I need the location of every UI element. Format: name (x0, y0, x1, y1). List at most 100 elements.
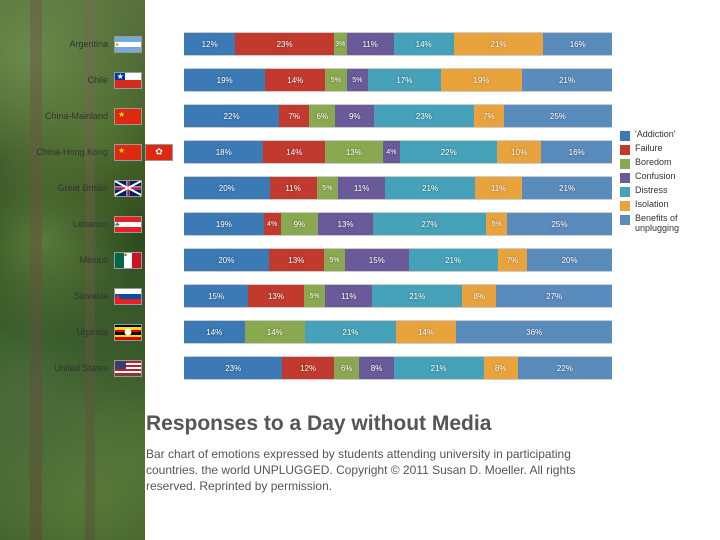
legend-item-distress: Distress (620, 186, 715, 197)
bar-segment-boredom: 9% (281, 213, 319, 235)
bar-segment-benefits: 36% (456, 321, 612, 343)
legend-label: Benefits of unplugging (635, 214, 715, 234)
flag-lb: ♣ (114, 216, 142, 233)
bar-segment-isolation: 14% (396, 321, 457, 343)
bar-segment-failure: 14% (265, 69, 325, 91)
bar-segment-addiction: 22% (184, 105, 279, 127)
bar-segment-distress: 21% (372, 285, 462, 307)
bar-segment-benefits: 16% (541, 141, 612, 163)
legend-label: Confusion (635, 172, 676, 182)
flag-mx: ● (114, 252, 142, 269)
chart-row: Argentina●12%23%3%11%14%21%16% (12, 26, 612, 62)
row-label: Chile (12, 75, 112, 85)
bar-segment-failure: 11% (270, 177, 317, 199)
bar-track: 14%14%21%14%36% (184, 320, 612, 344)
legend-swatch (620, 159, 630, 169)
flag-us (114, 360, 142, 377)
bar-segment-failure: 13% (269, 249, 324, 271)
chart-title: Responses to a Day without Media (146, 412, 646, 436)
bar-segment-distress: 21% (394, 357, 484, 379)
legend-label: 'Addiction' (635, 130, 675, 140)
row-label: United States (12, 363, 112, 373)
bar-segment-distress: 27% (373, 213, 486, 235)
bar-segment-isolation: 5% (486, 213, 507, 235)
caption-block: Responses to a Day without Media Bar cha… (146, 412, 646, 495)
bar-segment-addiction: 12% (184, 33, 235, 55)
bar-segment-confusion: 4% (383, 141, 401, 163)
bar-segment-benefits: 27% (496, 285, 612, 307)
bar-track: 23%12%6%8%21%8%22% (184, 356, 612, 380)
row-flags: ● (114, 252, 142, 269)
bar-segment-failure: 4% (264, 213, 281, 235)
bar-segment-isolation: 7% (498, 249, 528, 271)
bar-segment-confusion: 11% (338, 177, 385, 199)
bar-segment-distress: 17% (368, 69, 441, 91)
bar-segment-addiction: 15% (184, 285, 248, 307)
bar-segment-distress: 21% (409, 249, 498, 271)
row-flags: ★ (114, 72, 142, 89)
bar-track: 20%13%5%15%21%7%20% (184, 248, 612, 272)
bar-segment-addiction: 19% (184, 213, 264, 235)
bar-segment-distress: 23% (374, 105, 473, 127)
legend: 'Addiction' Failure Boredom Confusion Distre… (620, 130, 715, 237)
row-flags: ♣ (114, 216, 142, 233)
bar-segment-boredom: 5% (325, 69, 346, 91)
bar-segment-addiction: 23% (184, 357, 282, 379)
bar-segment-confusion: 5% (347, 69, 368, 91)
bar-segment-benefits: 21% (522, 69, 612, 91)
legend-label: Distress (635, 186, 668, 196)
bar-segment-benefits: 16% (543, 33, 611, 55)
bar-segment-distress: 22% (400, 141, 497, 163)
bar-segment-addiction: 19% (184, 69, 265, 91)
bar-segment-boredom: 3% (334, 33, 347, 55)
bar-segment-confusion: 13% (318, 213, 373, 235)
legend-item-isolation: Isolation (620, 200, 715, 211)
bar-segment-benefits: 22% (518, 357, 612, 379)
bar-segment-distress: 14% (394, 33, 454, 55)
bar-segment-failure: 23% (235, 33, 333, 55)
bar-segment-benefits: 25% (507, 213, 612, 235)
legend-item-confusion: Confusion (620, 172, 715, 183)
chart-row: Chile★19%14%5%5%17%19%21% (12, 62, 612, 98)
bar-segment-isolation: 8% (484, 357, 518, 379)
chart-row: Uganda14%14%21%14%36% (12, 314, 612, 350)
row-flags: ★✿ (114, 144, 173, 161)
bar-segment-addiction: 20% (184, 249, 269, 271)
bar-track: 22%7%6%9%23%7%25% (184, 104, 612, 128)
row-flags (114, 180, 142, 197)
chart-subtitle: Bar chart of emotions expressed by stude… (146, 446, 576, 495)
bar-segment-failure: 13% (248, 285, 304, 307)
bar-segment-failure: 7% (279, 105, 309, 127)
flag-sk: ◆ (114, 288, 142, 305)
legend-label: Isolation (635, 200, 669, 210)
bar-segment-distress: 21% (305, 321, 396, 343)
bar-segment-addiction: 18% (184, 141, 263, 163)
flag-ar: ● (114, 36, 142, 53)
chart-row: China-Hong Kong★✿18%14%13%4%22%10%16% (12, 134, 612, 170)
legend-swatch (620, 131, 630, 141)
row-flags: ◆ (114, 288, 142, 305)
legend-label: Boredom (635, 158, 672, 168)
bar-segment-boredom: 6% (309, 105, 335, 127)
bar-segment-boredom: 5% (304, 285, 325, 307)
bar-segment-isolation: 7% (474, 105, 504, 127)
bar-segment-addiction: 20% (184, 177, 270, 199)
flag-hk: ✿ (145, 144, 173, 161)
chart-row: Great Britain 20%11%5%11%21%11%21% (12, 170, 612, 206)
bar-segment-distress: 21% (385, 177, 475, 199)
bar-segment-confusion: 11% (347, 33, 394, 55)
legend-swatch (620, 145, 630, 155)
legend-swatch (620, 173, 630, 183)
row-label: Great Britain (12, 183, 112, 193)
row-label: China-Hong Kong (12, 147, 112, 157)
legend-item-failure: Failure (620, 144, 715, 155)
chart-row: Lebanon♣19%4%9%13%27%5%25% (12, 206, 612, 242)
bar-track: 20%11%5%11%21%11%21% (184, 176, 612, 200)
legend-label: Failure (635, 144, 663, 154)
chart-row: China-Mainland★22%7%6%9%23%7%25% (12, 98, 612, 134)
legend-item-benefits: Benefits of unplugging (620, 214, 715, 234)
flag-cn: ★ (114, 144, 142, 161)
legend-swatch (620, 201, 630, 211)
bar-segment-confusion: 9% (335, 105, 374, 127)
bar-segment-boredom: 5% (317, 177, 338, 199)
